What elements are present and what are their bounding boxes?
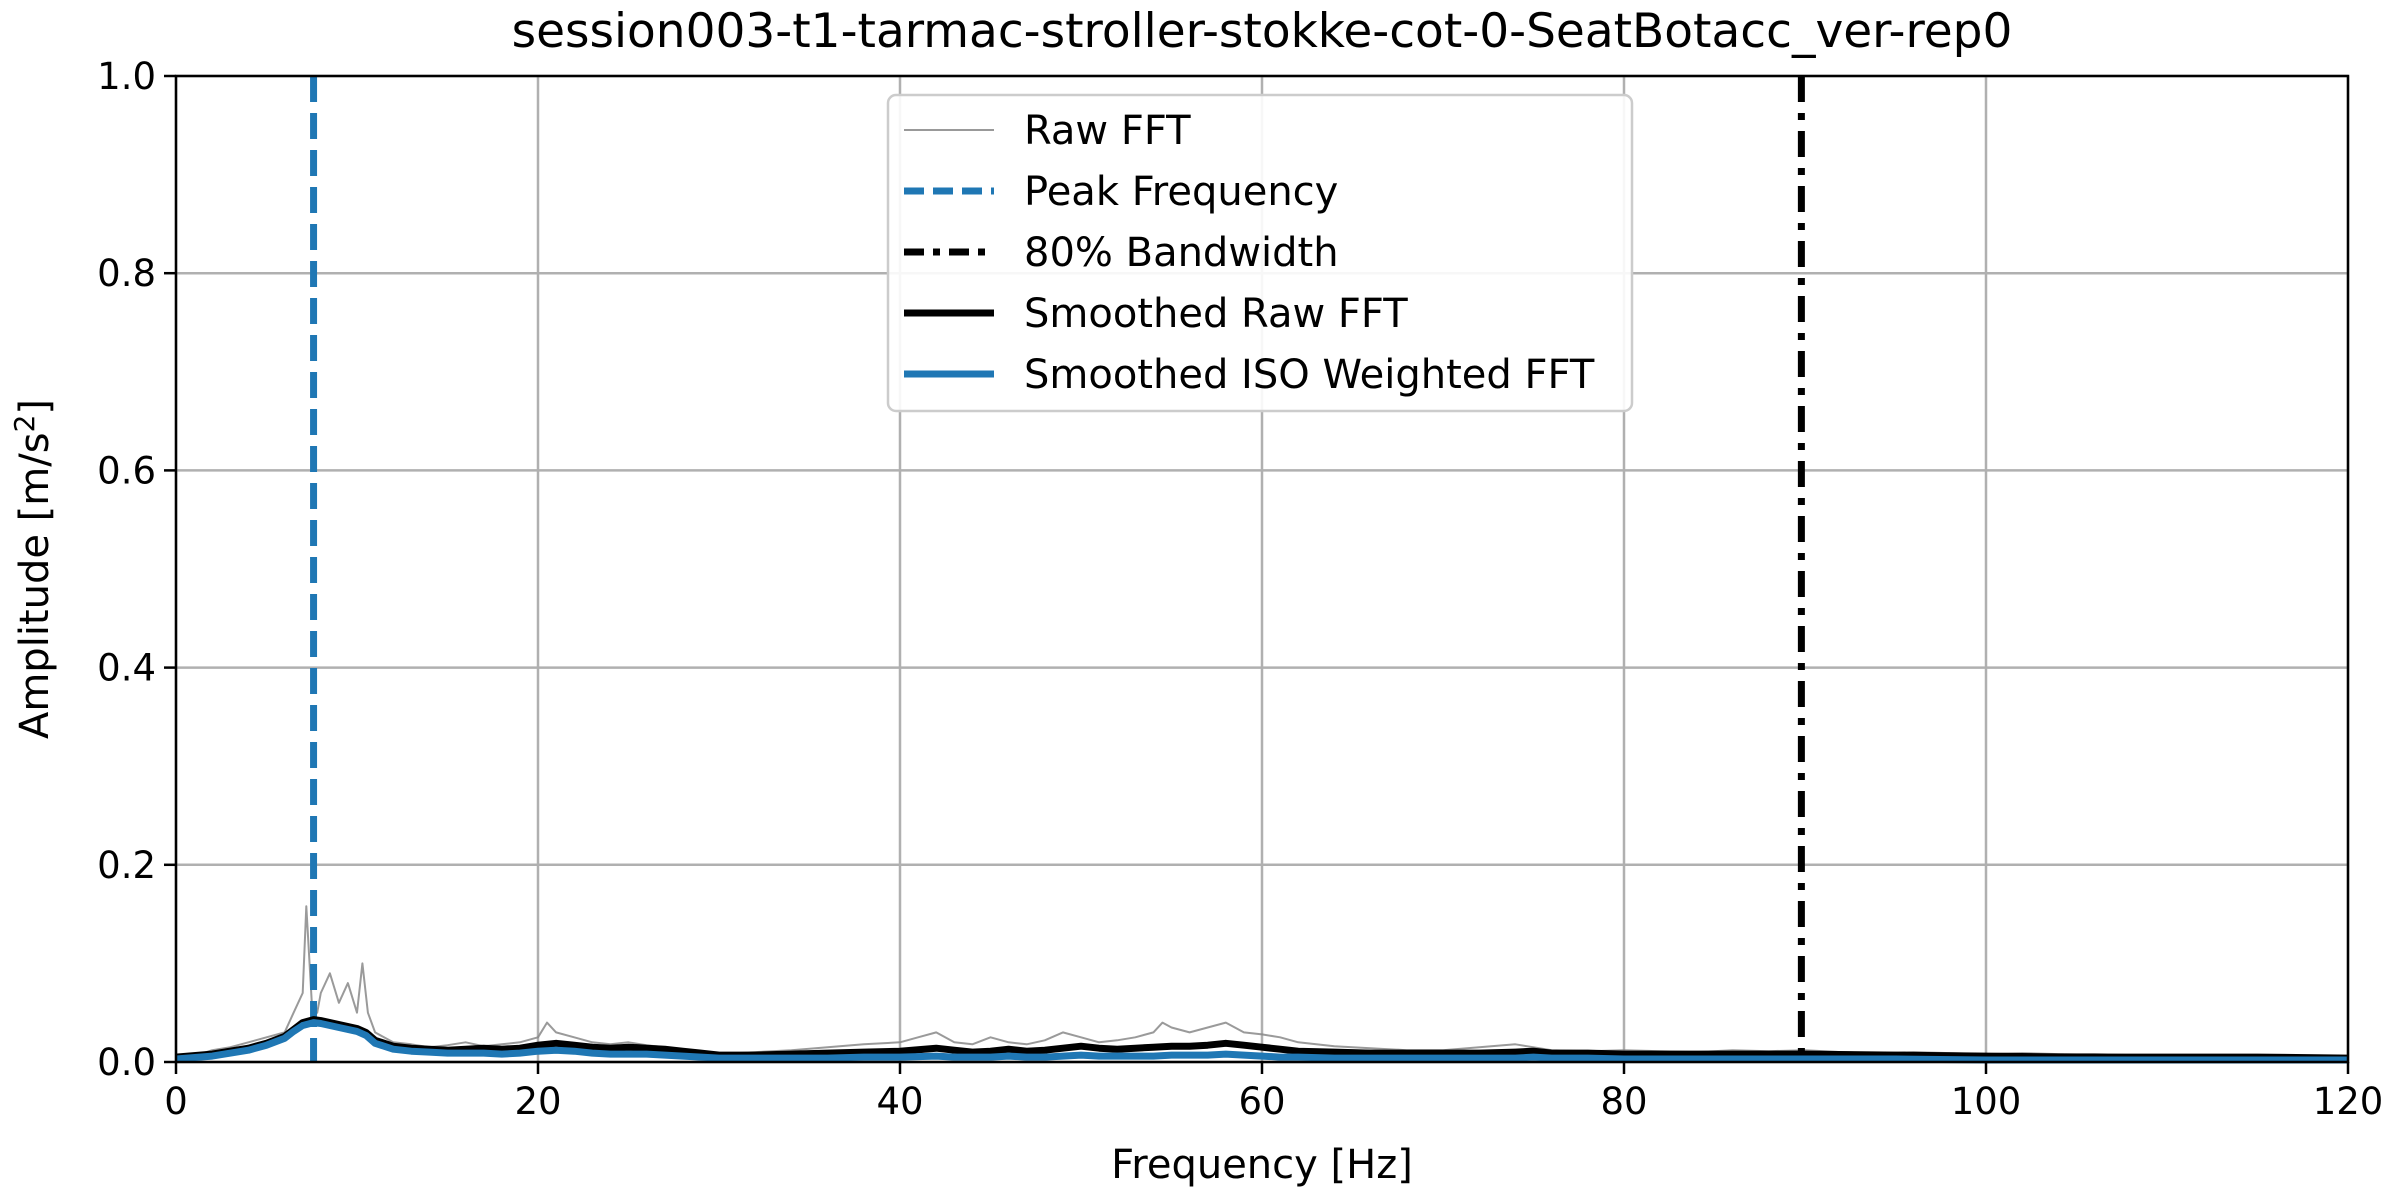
legend-label-smoothed-iso-weighted-fft: Smoothed ISO Weighted FFT — [1024, 352, 1595, 398]
smoothed-iso-weighted-fft-line — [175, 1019, 2348, 1064]
y-axis-label-main: Amplitude [m/s — [12, 432, 58, 739]
y-axis-label: Amplitude [m/s2] — [8, 399, 58, 739]
x-tick-label: 100 — [1951, 1080, 2022, 1123]
y-tick-label: 0.8 — [97, 252, 156, 295]
y-axis-label-end: ] — [12, 399, 58, 415]
legend-label-raw-fft: Raw FFT — [1024, 108, 1191, 154]
legend-box — [886, 93, 1634, 413]
plot-lines — [175, 76, 2349, 1064]
x-tick-label: 80 — [1600, 1080, 1647, 1123]
x-tick-label: 60 — [1238, 1080, 1285, 1123]
x-axis-label: Frequency [Hz] — [1111, 1142, 1413, 1188]
legend: Raw FFT Peak Frequency 80% Bandwidth Smooth… — [886, 93, 1634, 413]
legend-label-smoothed-raw-fft: Smoothed Raw FFT — [1024, 291, 1408, 337]
y-tick-label: 0.0 — [97, 1041, 156, 1084]
x-tick-label: 20 — [514, 1080, 561, 1123]
y-tick-label: 0.2 — [97, 844, 156, 887]
y-tick-label: 1.0 — [97, 55, 156, 98]
x-tick-label: 0 — [164, 1080, 188, 1123]
x-tick-label: 40 — [876, 1080, 923, 1123]
chart-title: session003-t1-tarmac-stroller-stokke-cot… — [512, 4, 2013, 59]
axis-ticks: 0 20 40 60 80 100 120 0.0 0.2 0.4 0.6 0.8 1.0 — [97, 55, 2383, 1123]
y-tick-label: 0.4 — [97, 647, 156, 690]
legend-label-80-bandwidth: 80% Bandwidth — [1024, 230, 1339, 276]
y-axis-label-superscript: 2 — [8, 415, 41, 433]
x-tick-label: 120 — [2313, 1080, 2384, 1123]
y-tick-label: 0.6 — [97, 449, 156, 492]
legend-label-peak-frequency: Peak Frequency — [1024, 169, 1338, 215]
